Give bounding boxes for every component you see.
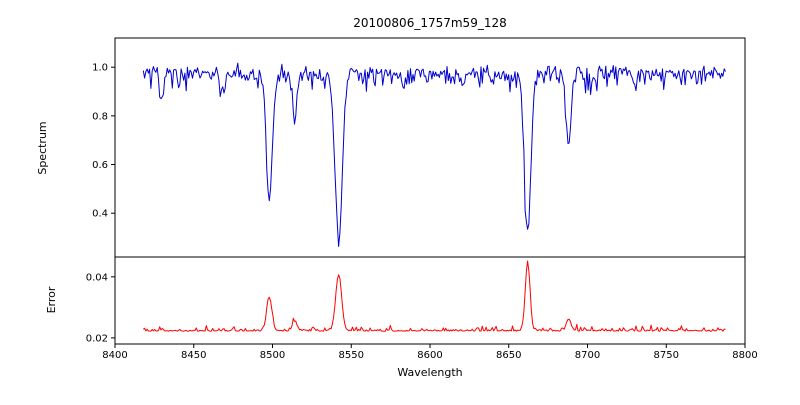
plot-area: 0.4 0.6 0.8 1.0 0.02 0.04 8400 8450 8500 8550 8600…	[86, 37, 758, 361]
x-axis-label: Wavelength	[397, 366, 462, 379]
x-tick-label: 8550	[339, 350, 364, 361]
y-tick-label: 0.04	[86, 272, 108, 283]
y-tick-label: 1.0	[92, 63, 108, 74]
chart-title: 20100806_1757m59_128	[353, 16, 506, 30]
y-tick-label: 0.4	[92, 209, 108, 220]
x-tick-label: 8400	[102, 350, 127, 361]
error-y-axis-label: Error	[45, 286, 58, 313]
x-tick-label: 8500	[260, 350, 285, 361]
y-tick-label: 0.8	[92, 111, 108, 122]
x-tick-label: 8600	[417, 350, 442, 361]
spectrum-y-axis-label: Spectrum	[36, 121, 49, 174]
x-tick-label: 8450	[181, 350, 206, 361]
error-line	[143, 260, 726, 332]
y-tick-label: 0.6	[92, 160, 108, 171]
y-tick-label: 0.02	[86, 333, 108, 344]
spectrum-line	[142, 62, 726, 247]
x-tick-label: 8750	[654, 350, 679, 361]
x-tick-label: 8800	[732, 350, 757, 361]
x-tick-label: 8650	[496, 350, 521, 361]
x-tick-label: 8700	[575, 350, 600, 361]
